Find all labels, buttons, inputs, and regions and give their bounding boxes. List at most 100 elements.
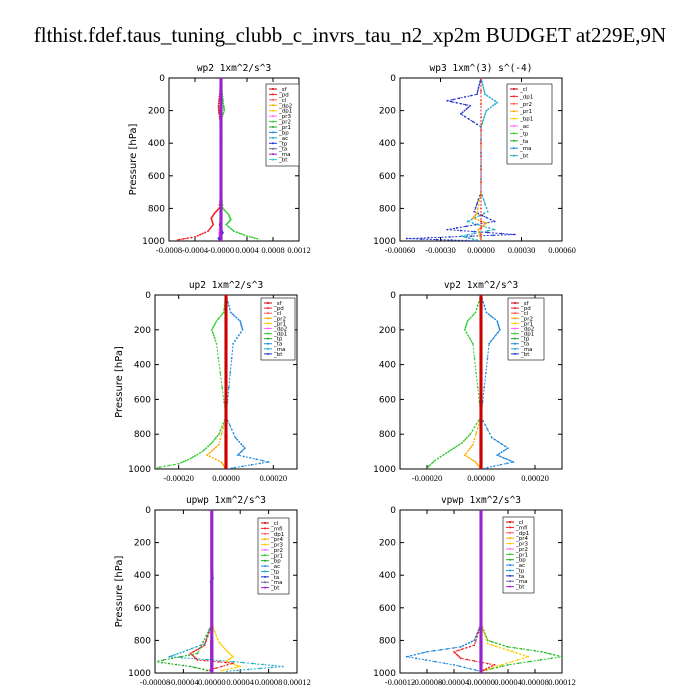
series-marker: [235, 666, 237, 669]
legend-marker: [514, 337, 516, 340]
series-marker: [220, 432, 223, 435]
series-marker: [205, 447, 208, 450]
series-marker: [490, 644, 493, 646]
series-marker: [482, 86, 485, 89]
series-marker: [467, 334, 469, 337]
series-marker: [206, 658, 209, 661]
series-marker: [459, 229, 462, 232]
y-tick-label: 600: [134, 604, 151, 614]
series-marker: [230, 357, 233, 360]
legend-marker: [272, 115, 274, 118]
series-marker: [184, 459, 187, 462]
legend-label: _pr4: [270, 537, 284, 543]
series-marker: [222, 100, 224, 103]
series-marker: [178, 238, 181, 241]
y-tick-label: 0: [390, 506, 396, 516]
series-marker: [201, 232, 204, 235]
series-marker: [192, 655, 195, 657]
series-marker: [501, 665, 504, 668]
legend-label: _pr3: [515, 542, 529, 548]
series-marker: [467, 118, 470, 120]
series-marker: [446, 647, 449, 650]
legend-label: _sf: [520, 301, 530, 307]
y-tick-label: 0: [390, 74, 396, 84]
series-marker: [168, 655, 171, 658]
series-marker: [499, 463, 502, 466]
y-tick-label: 600: [379, 604, 396, 614]
series-marker: [480, 78, 482, 79]
series-marker: [217, 109, 220, 112]
series-marker: [199, 233, 202, 236]
series-marker: [436, 457, 439, 460]
series-marker: [208, 452, 211, 454]
series-marker: [476, 427, 479, 429]
series-marker: [207, 230, 209, 233]
series-marker: [418, 652, 420, 655]
series-line-tp: [480, 295, 516, 469]
legend-marker: [513, 102, 515, 105]
panel-title: up2 1xm^2/s^3: [189, 280, 263, 291]
series-marker: [468, 337, 471, 340]
series-marker: [209, 455, 211, 458]
series-marker: [492, 337, 495, 340]
series-marker: [548, 652, 551, 655]
series-marker: [465, 323, 468, 326]
y-tick-label: 400: [134, 571, 151, 581]
series-marker: [520, 647, 523, 650]
series-marker: [238, 452, 241, 455]
series-marker: [217, 318, 219, 321]
series-marker: [214, 458, 217, 461]
series-marker: [219, 429, 222, 432]
series-marker: [236, 438, 239, 441]
legend-label: _bt: [515, 585, 525, 591]
legend-label: _dp1: [520, 332, 534, 338]
series-marker: [473, 644, 476, 647]
legend: _sf_pd_cl_pr2_pr1_dp2_dp1_tp_ta_ma_bt: [507, 297, 545, 361]
legend: _sf_pd_cl_dp2_dp1_pr3_pr2_pr1_bp_ac_tp_t…: [265, 83, 300, 167]
series-marker: [455, 653, 458, 656]
series-marker: [472, 120, 474, 123]
series-marker: [474, 311, 477, 314]
series-marker: [544, 651, 547, 654]
legend-label: _mfl: [270, 526, 283, 532]
series-marker: [465, 239, 468, 241]
series-marker: [486, 229, 489, 232]
series-marker: [168, 662, 171, 665]
series-marker: [453, 650, 455, 653]
series-marker: [175, 663, 178, 666]
series-marker: [468, 456, 471, 459]
legend-marker: [272, 147, 274, 150]
series-marker: [429, 464, 432, 466]
series-marker: [199, 452, 201, 454]
legend-label: _sf: [278, 87, 288, 93]
series-marker: [467, 642, 470, 644]
series-marker: [463, 328, 466, 331]
series-marker: [210, 328, 213, 331]
legend-label: _pd: [278, 92, 289, 98]
legend-marker: [264, 538, 266, 541]
series-marker: [189, 652, 192, 655]
series-marker: [190, 236, 193, 239]
series-marker: [203, 659, 206, 662]
series-marker: [189, 457, 192, 460]
series-marker: [194, 236, 196, 238]
series-marker: [494, 438, 496, 441]
series-marker: [271, 664, 274, 667]
series-marker: [235, 337, 238, 340]
series-marker: [219, 659, 222, 662]
series-marker: [494, 334, 497, 337]
series-marker: [474, 636, 477, 639]
series-marker: [215, 633, 217, 636]
series-marker: [477, 301, 480, 303]
series-marker: [496, 101, 499, 104]
series-marker: [233, 663, 236, 666]
series-marker: [226, 225, 229, 227]
series-marker: [434, 459, 436, 462]
series-marker: [472, 443, 474, 446]
series-marker: [182, 460, 185, 463]
series-marker: [233, 466, 236, 469]
x-tick-label: 0.00004: [226, 677, 254, 687]
legend-marker: [509, 574, 511, 577]
series-marker: [480, 168, 482, 171]
series-marker: [217, 459, 220, 462]
